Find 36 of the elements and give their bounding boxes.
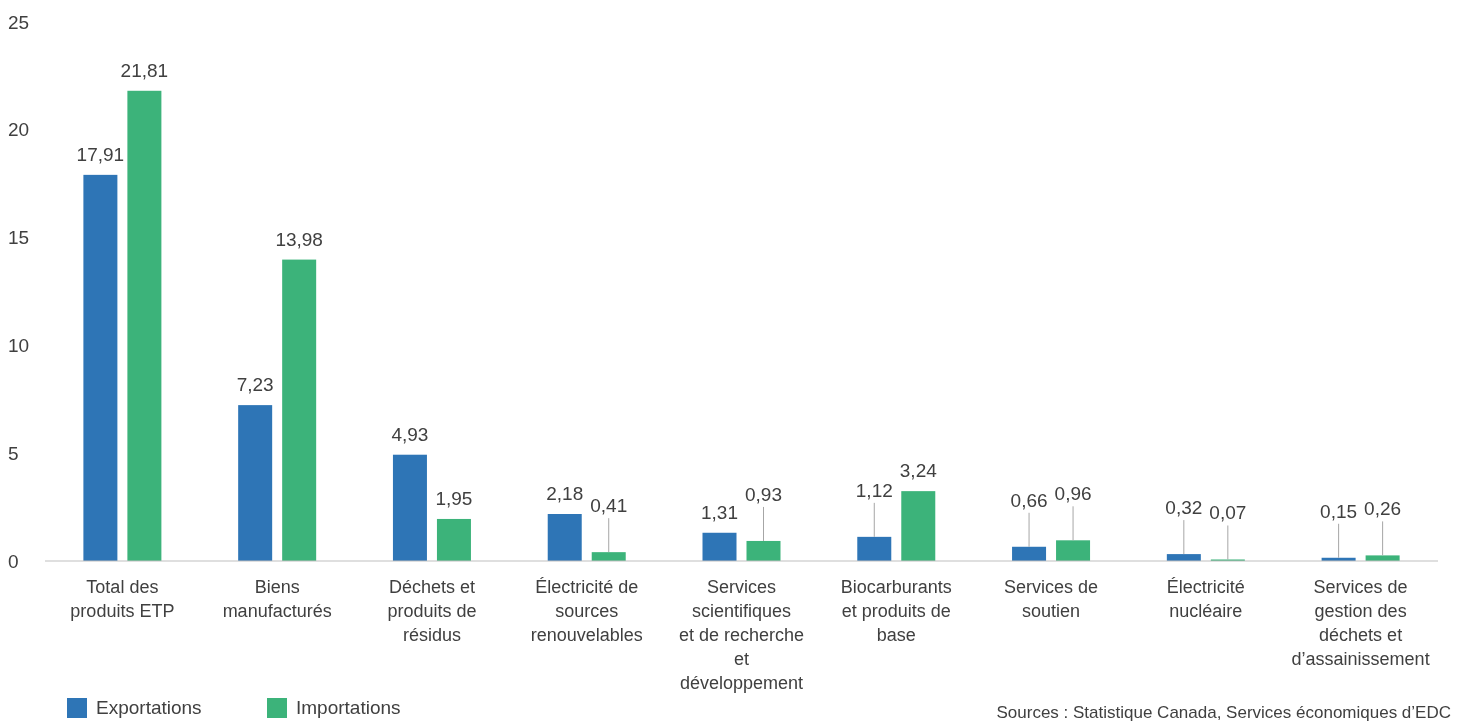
- x-tick-label: Électricité de sources renouvelables: [530, 577, 643, 645]
- data-label: 3,24: [899, 460, 938, 482]
- data-label: 0,93: [745, 483, 782, 505]
- legend-label: Exportations: [96, 697, 202, 718]
- data-label: 0,26: [1364, 498, 1402, 520]
- data-label: 0,32: [1165, 497, 1203, 519]
- data-label: 0,07: [1209, 502, 1247, 524]
- y-tick-label: 10: [8, 335, 30, 357]
- legend-label: Importations: [296, 697, 401, 718]
- y-tick-label: 5: [8, 442, 19, 464]
- x-tick-label: Électricité nucléaire: [1166, 577, 1245, 621]
- data-label: 21,81: [120, 59, 169, 81]
- x-tick-label: Biocarburants et produits de base: [840, 577, 952, 645]
- y-tick-label: 20: [8, 119, 30, 141]
- x-tick-label: Biens manufacturés: [222, 577, 332, 621]
- data-label: 17,91: [76, 143, 125, 165]
- x-tick-label: Déchets et produits de résidus: [387, 577, 477, 645]
- y-tick-label: 25: [8, 11, 30, 33]
- data-label: 1,12: [855, 479, 893, 501]
- data-label: 0,15: [1320, 500, 1358, 522]
- data-label: 1,31: [701, 501, 738, 523]
- x-tick-label: Services scientifiques et de recherche et développement: [678, 577, 805, 693]
- x-tick-label: Total des produits ETP: [70, 577, 175, 621]
- data-label: 4,93: [391, 423, 429, 445]
- data-label: 13,98: [275, 228, 323, 250]
- x-tick-label: Services de gestion des déchets et d’assainissement: [1291, 577, 1430, 669]
- data-label: 0,41: [590, 495, 628, 517]
- y-tick-label: 0: [8, 550, 19, 572]
- data-label: 7,23: [236, 374, 274, 396]
- x-tick-label: Services de soutien: [1004, 577, 1099, 621]
- data-label: 0,96: [1054, 483, 1092, 505]
- data-label: 1,95: [435, 487, 473, 509]
- y-tick-label: 15: [8, 227, 30, 249]
- data-label: 2,18: [546, 483, 584, 504]
- data-label: 0,66: [1010, 489, 1048, 511]
- source-note: Sources : Statistique Canada, Services économiques d’EDC: [996, 703, 1451, 722]
